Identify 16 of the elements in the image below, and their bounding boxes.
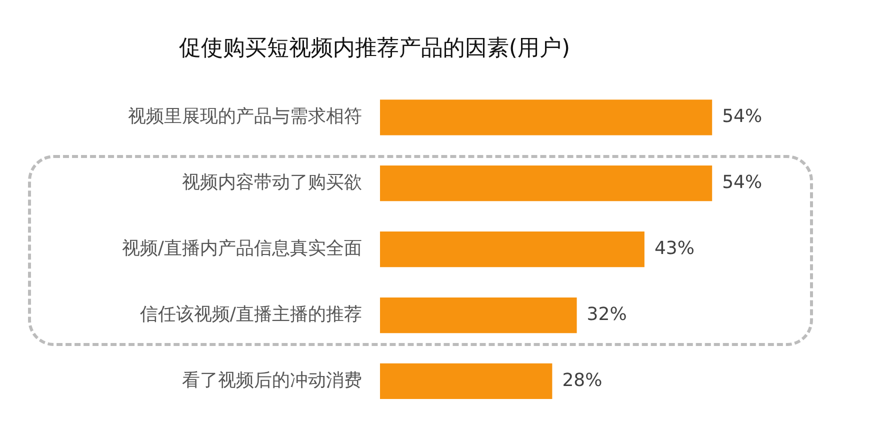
- data-label: 54%: [722, 106, 762, 128]
- data-label: 28%: [562, 370, 602, 391]
- y-tick-label: 视频内容带动了购买欲: [182, 172, 362, 194]
- y-tick-label: 视频里展现的产品与需求相符: [128, 106, 362, 128]
- data-label: 32%: [586, 304, 627, 325]
- bar: [380, 166, 712, 202]
- y-tick-label: 信任该视频/直播主播的推荐: [140, 304, 362, 325]
- bar: [380, 363, 552, 400]
- data-label: 43%: [654, 238, 694, 259]
- y-tick-label: 看了视频后的冲动消费: [182, 370, 362, 391]
- bar: [380, 100, 712, 136]
- data-label: 54%: [722, 172, 762, 194]
- bar: [380, 297, 577, 334]
- chart-title: 促使购买短视频内推荐产品的因素(用户): [178, 36, 570, 61]
- y-tick-label: 视频/直播内产品信息真实全面: [122, 238, 362, 259]
- bar: [380, 231, 644, 268]
